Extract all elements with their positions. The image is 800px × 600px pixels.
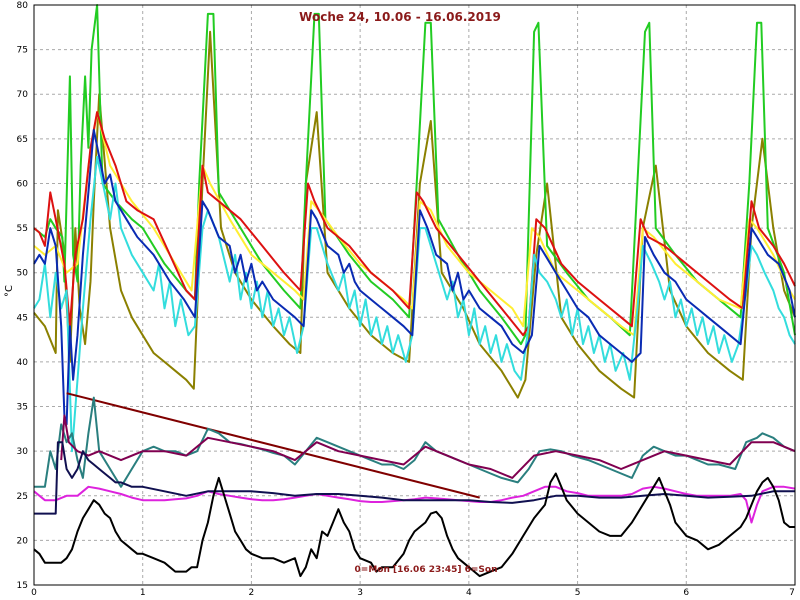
x-tick-label: 4: [466, 588, 472, 598]
y-tick-label: 45: [17, 313, 28, 323]
series-line-4: [33, 111, 796, 337]
series-line-12: [33, 472, 795, 578]
y-tick-label: 55: [17, 224, 28, 234]
x-tick-label: 1: [140, 588, 146, 598]
y-tick-label: 65: [17, 135, 28, 145]
series-group: [33, 4, 796, 578]
y-tick-label: 75: [17, 46, 28, 56]
x-tick-label: 0: [31, 588, 37, 598]
series-line-9: [60, 414, 796, 479]
y-axis-label: °C: [4, 285, 15, 297]
y-tick-label: 15: [17, 581, 28, 591]
y-tick-label: 30: [17, 447, 29, 457]
y-tick-label: 50: [17, 269, 29, 279]
y-tick-label: 35: [17, 403, 28, 413]
series-line-2: [33, 4, 796, 346]
x-axis-label: 0=Mon [16.06 23:45] 6=Son: [355, 565, 498, 575]
plot-frame: [33, 4, 796, 586]
x-tick-label: 6: [683, 588, 689, 598]
y-tick-label: 40: [17, 358, 29, 368]
series-line-5: [33, 155, 796, 453]
series-line-6: [33, 128, 796, 426]
x-tick-label: 5: [575, 588, 581, 598]
x-tick-label: 2: [249, 588, 255, 598]
y-tick-label: 20: [17, 536, 29, 546]
y-tick-label: 70: [17, 90, 29, 100]
x-tick-label: 3: [357, 588, 363, 598]
series-line-8: [34, 396, 796, 488]
y-tick-label: 80: [17, 1, 29, 11]
series-line-11: [34, 441, 795, 515]
series-line-7: [66, 392, 480, 499]
y-tick-label: 60: [17, 179, 29, 189]
x-tick-label: 7: [789, 588, 795, 598]
series-line-10: [33, 485, 796, 524]
chart-title: Woche 24, 10.06 - 16.06.2019: [299, 10, 501, 24]
y-tick-label: 25: [17, 492, 28, 502]
